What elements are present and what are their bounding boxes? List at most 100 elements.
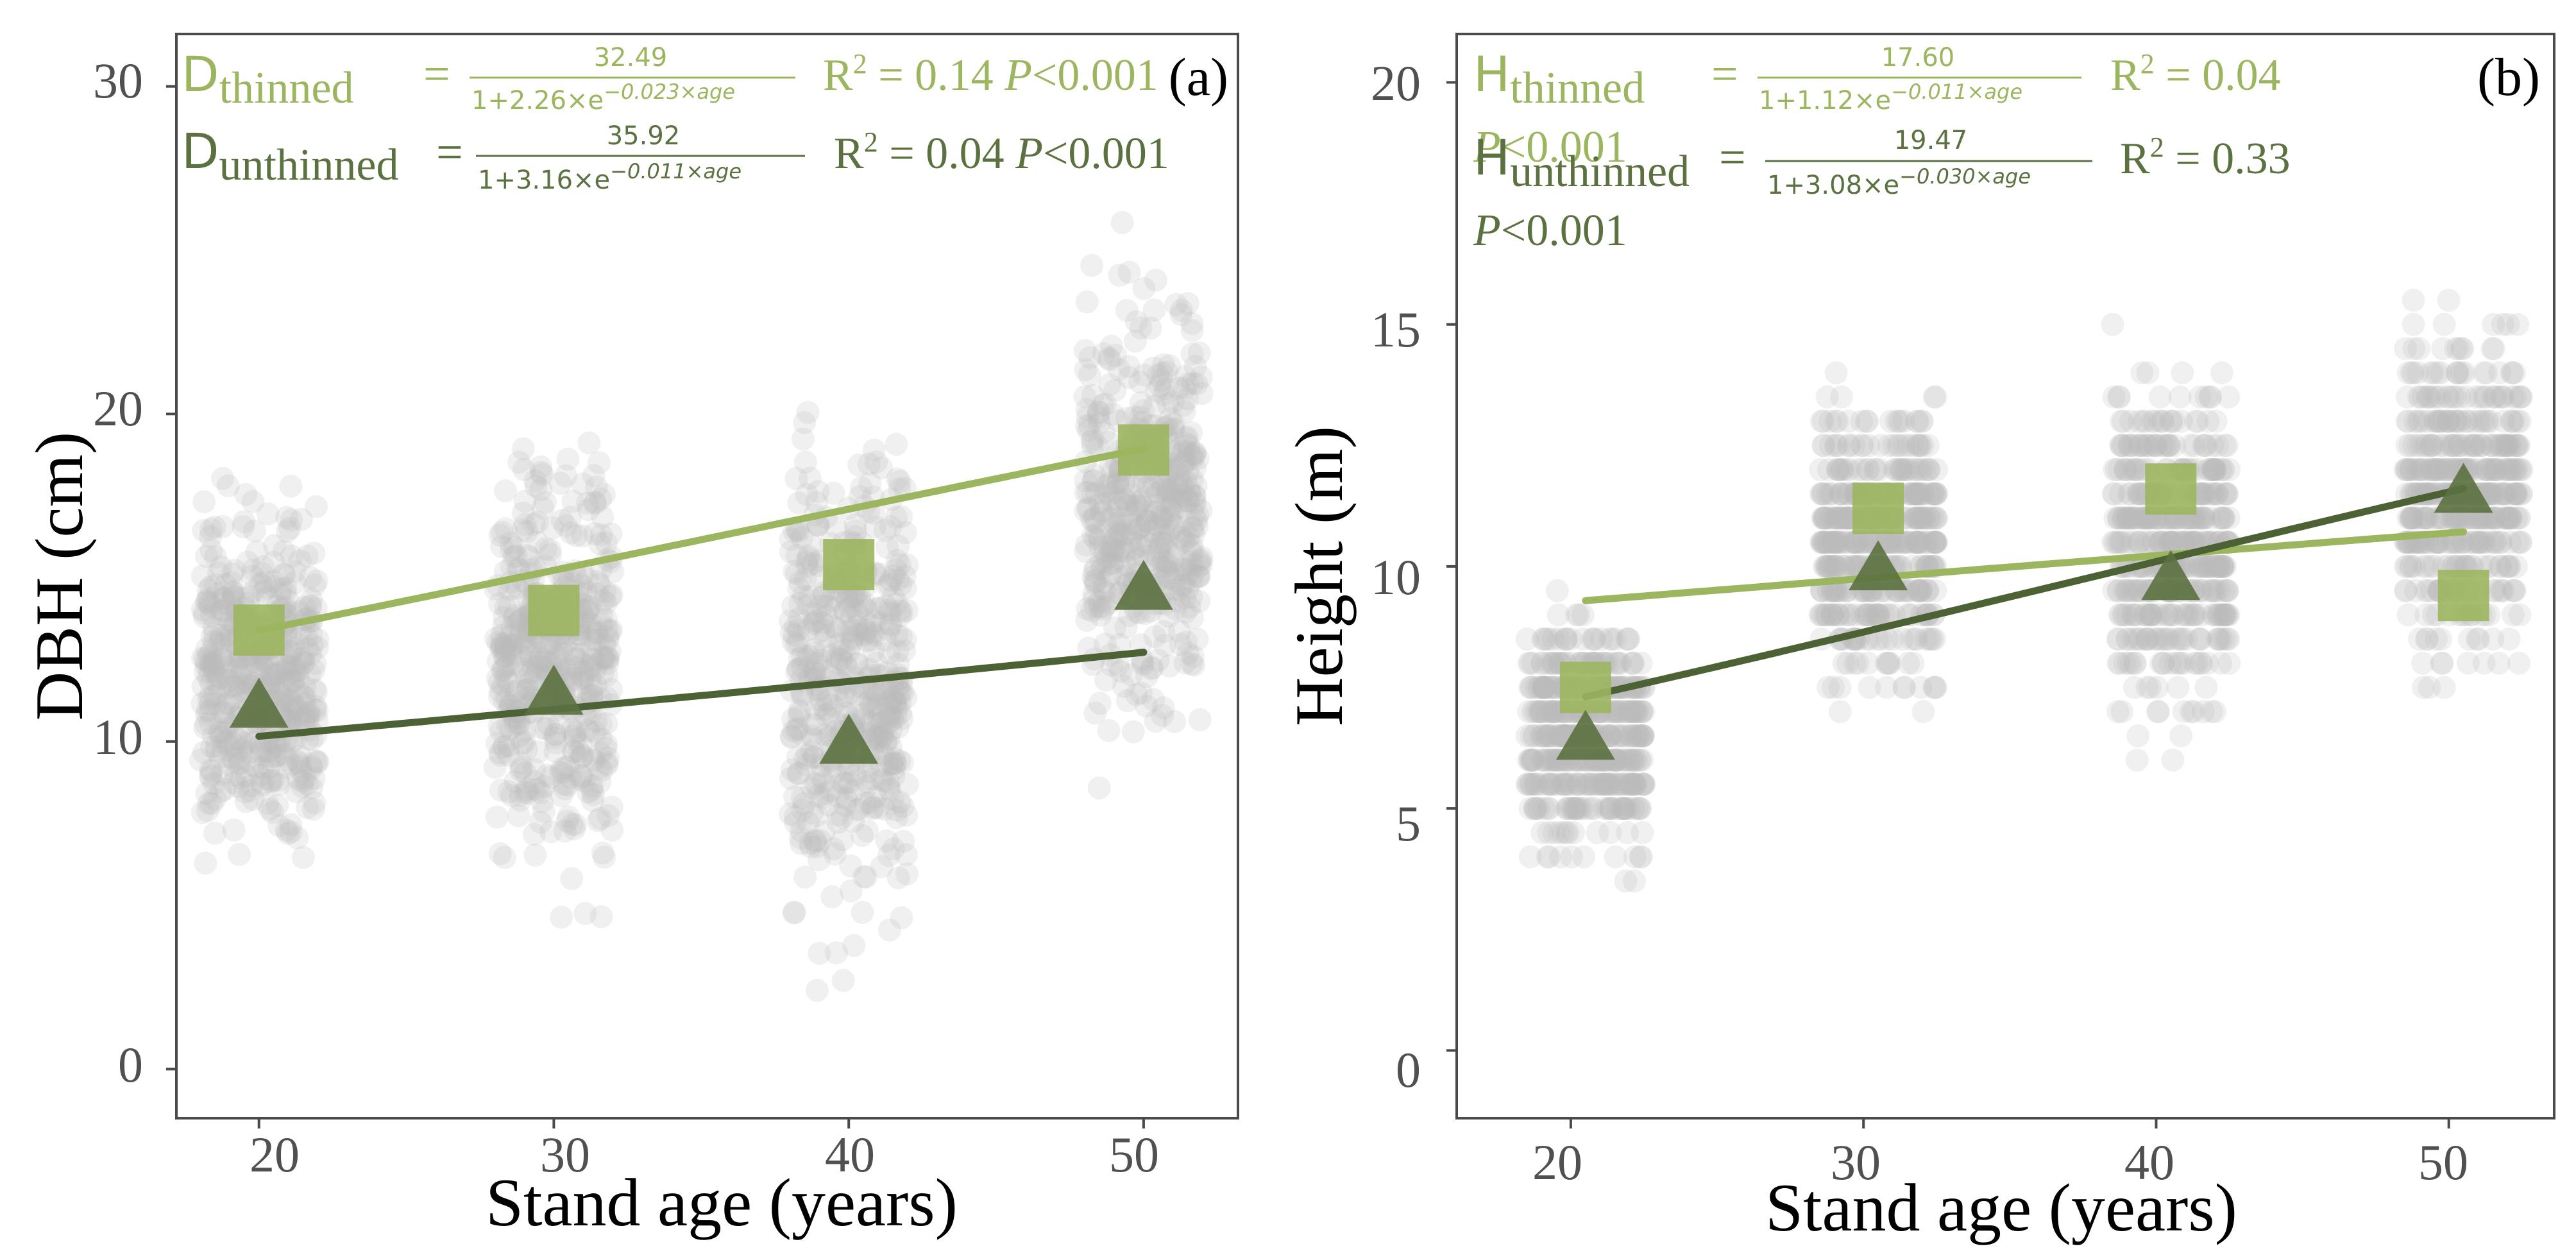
raw-point	[1878, 651, 1902, 675]
raw-point	[1087, 405, 1110, 429]
raw-point	[1178, 550, 1202, 574]
raw-point	[796, 400, 820, 424]
raw-point	[886, 467, 910, 491]
raw-point	[2202, 458, 2225, 481]
raw-point	[892, 830, 915, 853]
raw-point	[238, 779, 262, 803]
raw-point	[1181, 447, 1205, 470]
raw-point	[1618, 700, 1641, 724]
raw-point	[1076, 405, 1099, 429]
raw-point	[1821, 603, 1845, 627]
raw-point	[1144, 527, 1167, 550]
raw-point	[500, 538, 523, 561]
marker-thinned	[2145, 463, 2197, 515]
raw-point	[588, 756, 611, 780]
raw-point	[293, 685, 317, 709]
raw-point	[2156, 627, 2180, 651]
raw-point	[785, 543, 809, 567]
raw-point	[878, 691, 902, 715]
raw-point	[785, 562, 808, 586]
raw-point	[1128, 405, 1152, 429]
raw-point	[1814, 506, 1838, 530]
raw-point	[2208, 627, 2232, 651]
raw-point	[242, 519, 266, 543]
raw-point	[836, 760, 860, 783]
raw-point	[1861, 603, 1885, 627]
raw-point	[1879, 409, 1902, 433]
raw-point	[1530, 748, 1554, 772]
raw-point	[1173, 497, 1197, 520]
raw-point	[782, 901, 806, 924]
raw-point	[261, 801, 285, 824]
raw-point	[545, 731, 568, 754]
raw-point	[826, 803, 850, 827]
raw-point	[1811, 531, 1835, 554]
raw-point	[192, 519, 216, 543]
raw-point	[1910, 506, 1933, 530]
raw-point	[890, 707, 914, 730]
raw-point	[501, 653, 524, 677]
raw-point	[795, 647, 818, 671]
raw-point	[1087, 400, 1110, 424]
raw-point	[817, 793, 840, 817]
raw-point	[1611, 797, 1634, 821]
raw-point	[1909, 676, 1933, 699]
raw-point	[1851, 458, 1874, 481]
raw-point	[592, 589, 616, 613]
raw-point	[1592, 772, 1615, 796]
raw-point	[1534, 772, 1558, 796]
raw-point	[579, 635, 603, 659]
raw-point	[580, 649, 604, 672]
raw-point	[786, 658, 810, 681]
raw-point	[1530, 821, 1554, 844]
raw-point	[273, 581, 297, 604]
raw-point	[1909, 579, 1933, 602]
raw-point	[792, 792, 816, 815]
raw-point	[600, 677, 623, 701]
raw-point	[1903, 506, 1927, 530]
raw-point	[1178, 478, 1201, 502]
raw-point	[1144, 710, 1167, 733]
raw-point	[203, 821, 227, 845]
raw-point	[263, 745, 287, 769]
raw-point	[1190, 552, 1214, 576]
raw-point	[217, 753, 241, 777]
raw-point	[559, 765, 582, 789]
panel-a-mean-markers	[229, 424, 1173, 764]
raw-point	[878, 778, 902, 802]
raw-point	[2212, 506, 2235, 530]
raw-point	[241, 788, 265, 811]
raw-point	[1899, 627, 1923, 651]
raw-point	[494, 595, 518, 619]
raw-point	[1153, 634, 1176, 657]
raw-point	[296, 701, 319, 725]
raw-point	[1150, 369, 1174, 393]
raw-point	[1812, 531, 1836, 554]
raw-point	[1568, 772, 1592, 796]
raw-point	[804, 697, 828, 721]
raw-point	[885, 692, 908, 715]
raw-point	[514, 660, 538, 683]
raw-point	[1816, 554, 1840, 578]
raw-point	[877, 598, 901, 622]
raw-point	[1161, 549, 1185, 572]
raw-point	[1829, 506, 1852, 530]
raw-point	[1182, 484, 1206, 507]
raw-point	[1155, 481, 1179, 505]
raw-point	[2101, 312, 2124, 336]
raw-point	[262, 575, 285, 599]
raw-point	[289, 622, 312, 645]
eq-subscript: unthinned	[1510, 147, 1690, 196]
raw-point	[1604, 845, 1627, 869]
raw-point	[1631, 821, 1654, 844]
raw-point	[1187, 590, 1211, 613]
raw-point	[276, 821, 300, 845]
raw-point	[276, 674, 300, 697]
raw-point	[1846, 531, 1870, 554]
raw-point	[1128, 516, 1152, 540]
raw-point	[1539, 724, 1563, 747]
raw-point	[1089, 550, 1113, 574]
eq-r2-sup: 2	[2150, 132, 2164, 163]
raw-point	[2158, 531, 2182, 554]
raw-point	[1183, 441, 1207, 464]
